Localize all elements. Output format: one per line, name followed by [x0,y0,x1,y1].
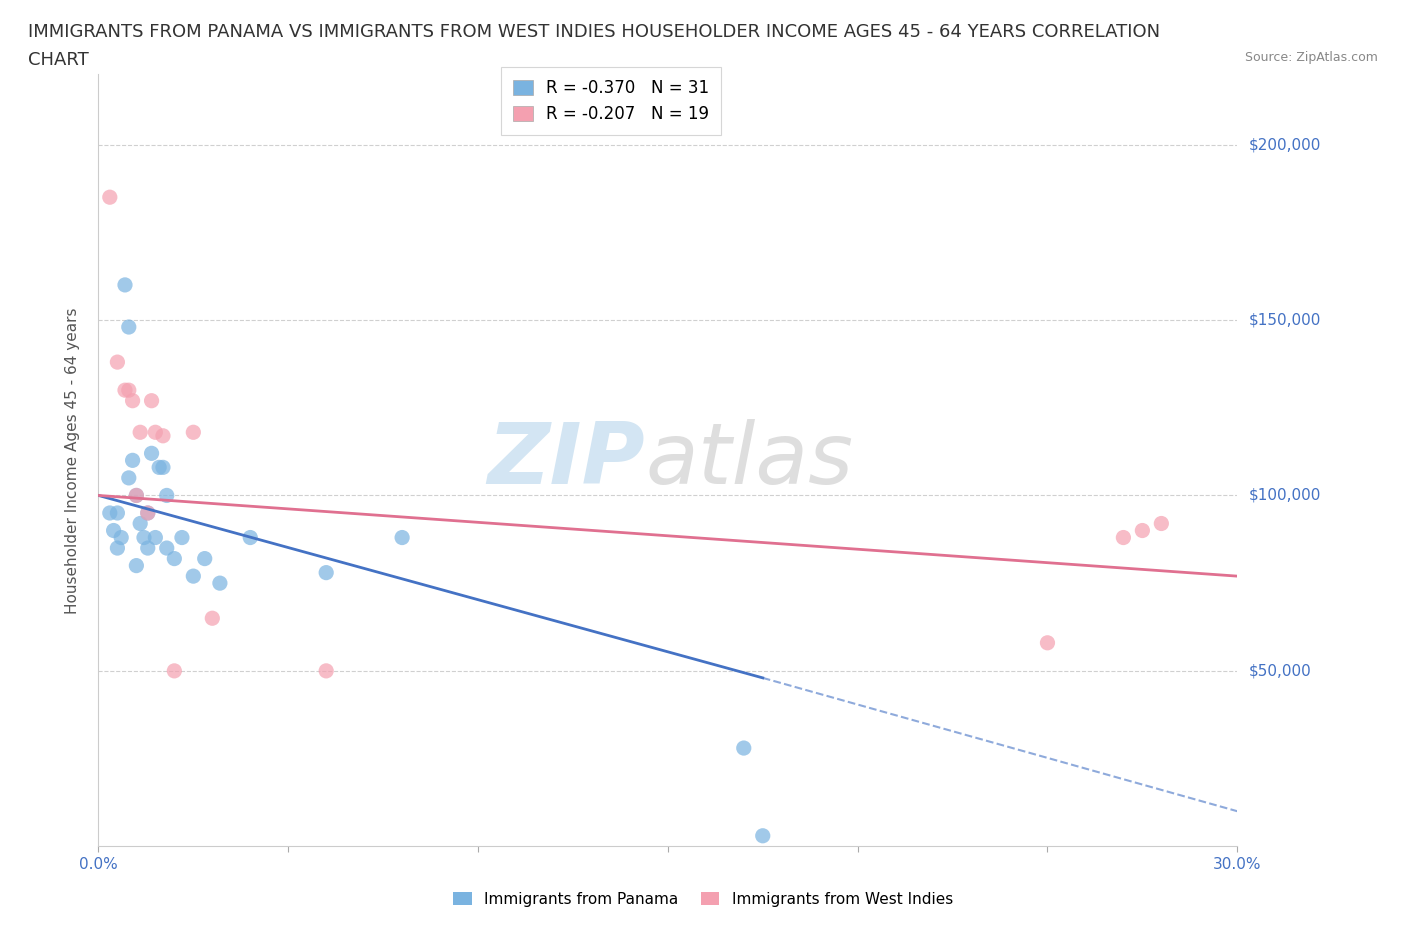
Point [125,488,148,503]
Point [103,523,125,538]
Point [183,568,205,584]
Point [121,393,143,408]
Point [118,471,141,485]
Point [183,425,205,440]
Point [156,488,179,503]
Point [1036,635,1059,650]
Text: IMMIGRANTS FROM PANAMA VS IMMIGRANTS FROM WEST INDIES HOUSEHOLDER INCOME AGES 45: IMMIGRANTS FROM PANAMA VS IMMIGRANTS FRO… [28,23,1160,41]
Point [733,740,755,755]
Point [110,530,132,545]
Point [118,383,141,398]
Text: ZIP: ZIP [488,418,645,502]
Point [239,530,262,545]
Point [98,506,121,521]
Point [141,393,163,408]
Point [121,453,143,468]
Text: $150,000: $150,000 [1249,312,1320,327]
Text: CHART: CHART [28,51,89,69]
Point [129,425,152,440]
Point [118,320,141,335]
Text: $100,000: $100,000 [1249,488,1320,503]
Point [315,663,337,678]
Point [148,460,170,475]
Point [125,558,148,573]
Point [136,506,159,521]
Point [145,530,167,545]
Point [141,445,163,460]
Point [98,190,121,205]
Legend: R = -0.370   N = 31, R = -0.207   N = 19: R = -0.370 N = 31, R = -0.207 N = 19 [501,67,721,135]
Point [152,429,174,444]
Point [132,530,155,545]
Point [1112,530,1135,545]
Y-axis label: Householder Income Ages 45 - 64 years: Householder Income Ages 45 - 64 years [65,307,80,614]
Point [163,551,186,566]
Point [194,551,217,566]
Point [391,530,413,545]
Point [201,611,224,626]
Point [163,663,186,678]
Text: $50,000: $50,000 [1249,663,1312,678]
Point [315,565,337,580]
Text: Source: ZipAtlas.com: Source: ZipAtlas.com [1244,51,1378,64]
Text: atlas: atlas [645,418,853,502]
Point [1132,523,1154,538]
Legend: Immigrants from Panama, Immigrants from West Indies: Immigrants from Panama, Immigrants from … [447,886,959,913]
Point [107,540,129,555]
Point [136,506,159,521]
Point [125,488,148,503]
Point [129,516,152,531]
Point [107,506,129,521]
Point [156,540,179,555]
Point [1150,516,1173,531]
Point [114,277,136,292]
Text: $200,000: $200,000 [1249,137,1320,153]
Point [170,530,193,545]
Point [752,829,775,844]
Point [107,354,129,369]
Point [145,425,167,440]
Point [208,576,231,591]
Point [152,460,174,475]
Point [136,540,159,555]
Point [114,383,136,398]
